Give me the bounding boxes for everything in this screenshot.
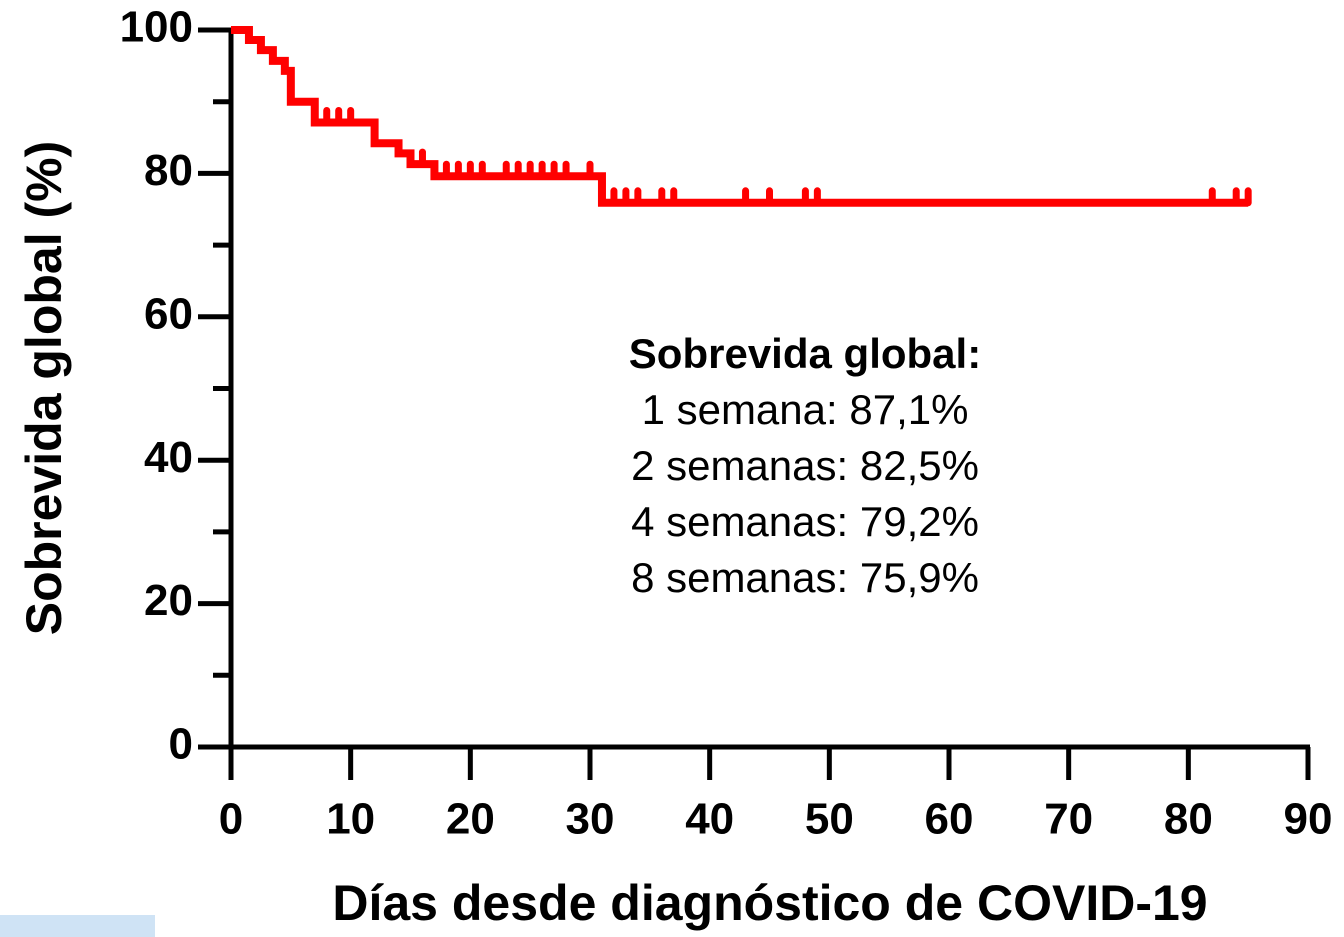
x-tick-label: 10	[326, 795, 375, 844]
x-tick-label: 90	[1284, 795, 1333, 844]
y-tick-label: 60	[144, 289, 193, 338]
survival-curve	[231, 26, 1249, 207]
x-tick-label: 20	[446, 795, 495, 844]
x-tick-label: 30	[566, 795, 615, 844]
x-axis-label: Días desde diagnóstico de COVID-19	[332, 875, 1207, 931]
annotation-line: 2 semanas: 82,5%	[631, 442, 979, 489]
x-tick-label: 70	[1044, 795, 1093, 844]
annotation-line: 4 semanas: 79,2%	[631, 498, 979, 545]
y-tick-label: 0	[169, 720, 193, 769]
y-tick-label: 80	[144, 146, 193, 195]
annotation-line: 8 semanas: 75,9%	[631, 554, 979, 601]
y-tick-label: 40	[144, 433, 193, 482]
y-tick-label: 100	[120, 3, 193, 52]
annotation-line: 1 semana: 87,1%	[642, 386, 969, 433]
y-tick-label: 20	[144, 576, 193, 625]
image-fragment	[0, 915, 155, 937]
annotation-title: Sobrevida global:	[629, 330, 981, 377]
y-axis-label: Sobrevida global (%)	[16, 141, 72, 636]
x-tick-label: 80	[1164, 795, 1213, 844]
x-tick-label: 0	[219, 795, 243, 844]
x-tick-label: 40	[685, 795, 734, 844]
x-tick-label: 50	[805, 795, 854, 844]
x-tick-label: 60	[925, 795, 974, 844]
